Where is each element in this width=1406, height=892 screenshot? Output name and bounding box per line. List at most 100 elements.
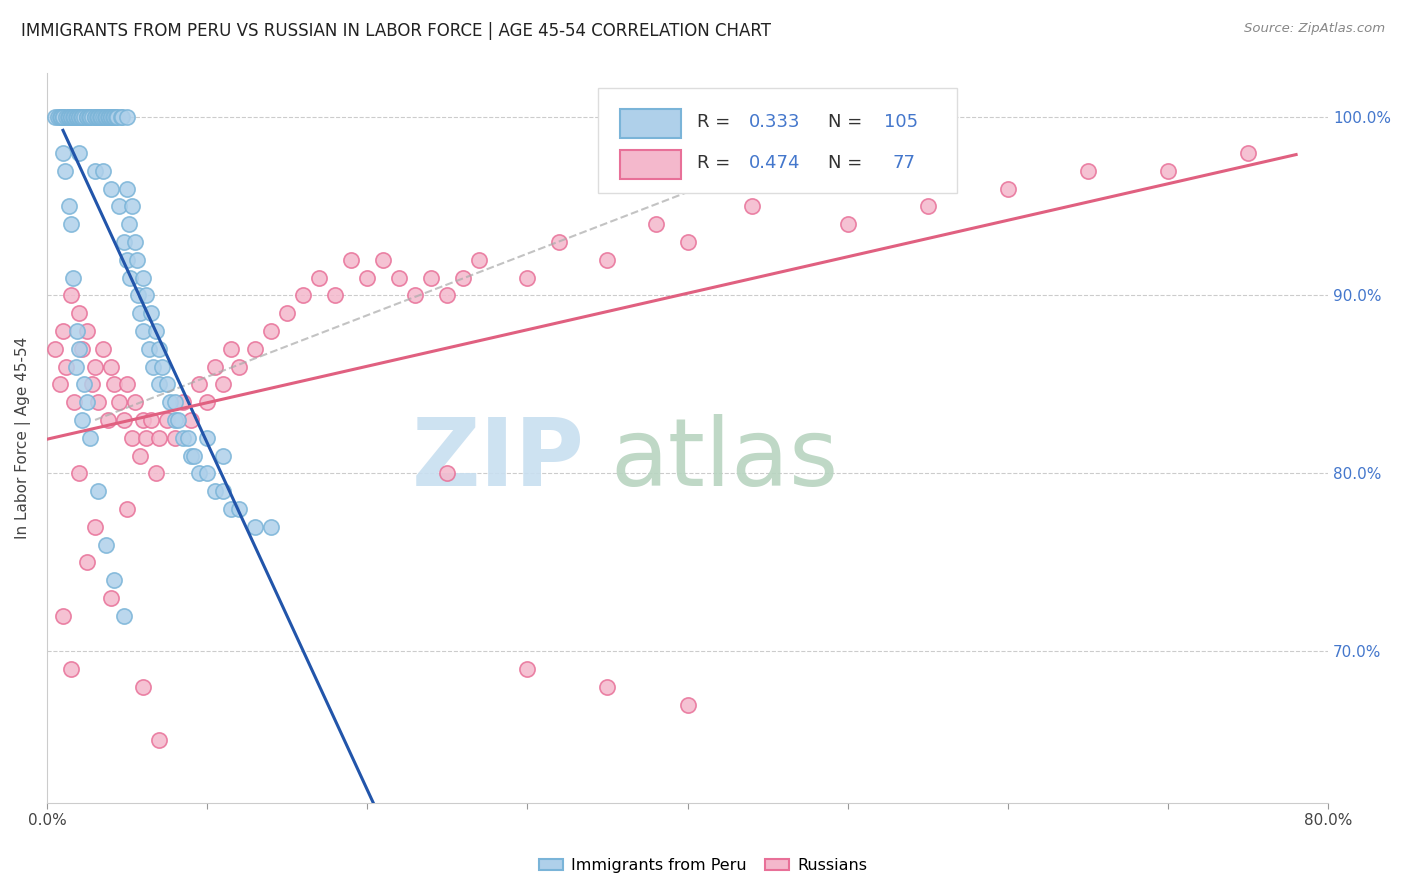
Point [49,377,72,392]
Point [388,270,411,285]
Point [323,288,346,302]
Point [516,662,538,676]
Point [76,111,98,125]
Point [340,252,363,267]
Point [260,519,283,533]
Point [195,395,218,409]
Point [59,662,82,676]
Point [67,467,90,481]
Point [135,431,157,445]
Point [177,431,200,445]
Point [180,449,202,463]
Point [103,573,125,587]
Point [188,377,211,392]
Point [219,342,242,356]
Point [49,111,72,125]
Point [67,342,90,356]
Point [84,519,107,533]
Point [676,698,699,712]
Point [404,288,426,302]
Point [84,359,107,374]
Point [148,733,170,747]
Point [66,111,89,125]
Point [145,324,167,338]
Point [145,467,167,481]
Point [120,270,142,285]
Point [91,164,114,178]
Point [59,111,82,125]
Point [76,395,98,409]
Point [76,111,98,125]
Point [125,252,148,267]
Point [91,111,114,125]
Point [76,555,98,569]
Point [52,111,75,125]
Point [87,395,110,409]
Text: atlas: atlas [610,414,839,506]
Point [548,235,571,249]
Point [139,413,162,427]
Point [111,111,134,125]
Point [87,484,110,499]
Point [276,306,298,320]
Point [100,181,122,195]
Point [59,111,82,125]
Point [77,111,100,125]
Point [150,359,173,374]
Point [84,111,107,125]
Point [204,484,226,499]
Point [84,111,107,125]
Point [997,181,1019,195]
Point [165,395,187,409]
Y-axis label: In Labor Force | Age 45-54: In Labor Force | Age 45-54 [15,336,31,539]
Point [121,199,143,213]
Point [165,413,187,427]
Point [128,306,150,320]
Point [108,395,131,409]
Text: IMMIGRANTS FROM PERU VS RUSSIAN IN LABOR FORCE | AGE 45-54 CORRELATION CHART: IMMIGRANTS FROM PERU VS RUSSIAN IN LABOR… [21,22,770,40]
Point [1077,164,1099,178]
Point [52,146,75,161]
Point [70,111,93,125]
Point [132,324,155,338]
Point [132,413,155,427]
Point [56,111,79,125]
Point [79,111,101,125]
Point [420,270,443,285]
Point [124,395,146,409]
Point [96,111,118,125]
Point [128,449,150,463]
Point [115,181,138,195]
Point [58,111,80,125]
Point [436,288,458,302]
Point [121,431,143,445]
Point [86,111,108,125]
Point [212,484,235,499]
Point [79,431,101,445]
Point [80,111,103,125]
Point [165,431,187,445]
Point [73,377,96,392]
Point [204,359,226,374]
Point [97,413,120,427]
Point [292,288,315,302]
Point [100,591,122,605]
Point [104,111,127,125]
Point [132,680,155,694]
Point [52,324,75,338]
Point [132,270,155,285]
Point [89,111,111,125]
Point [112,608,135,623]
Point [69,111,91,125]
Point [112,235,135,249]
Point [195,467,218,481]
Point [115,502,138,516]
Point [127,288,149,302]
Point [67,111,90,125]
Point [212,377,235,392]
FancyBboxPatch shape [598,87,956,194]
Point [115,111,138,125]
Text: 0.333: 0.333 [749,113,800,131]
Text: ZIP: ZIP [412,414,585,506]
Text: 0.474: 0.474 [749,153,800,172]
